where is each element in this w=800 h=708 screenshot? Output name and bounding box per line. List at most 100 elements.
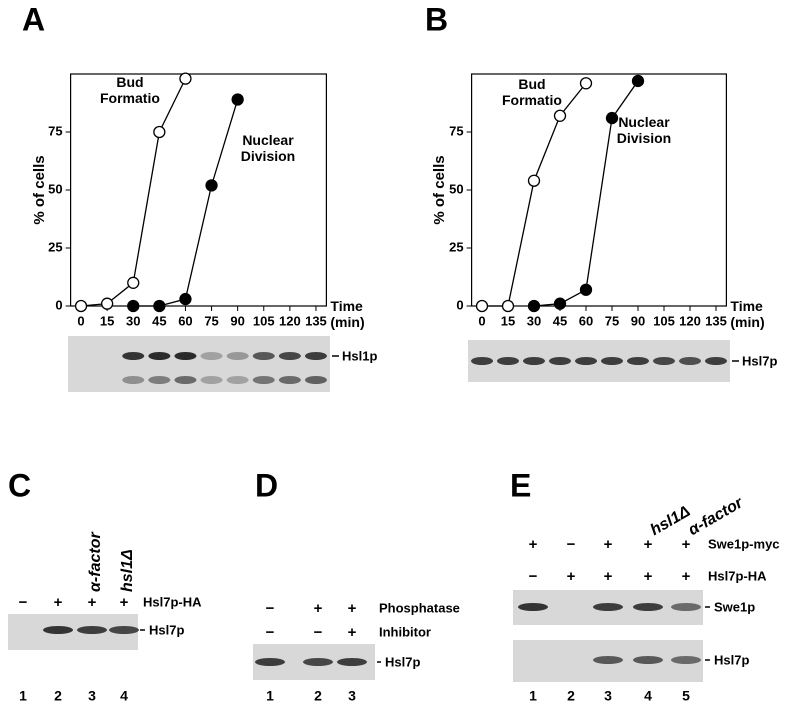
x-tick-label: 120 [679,313,701,328]
y-tick-label: 0 [55,297,62,312]
band [226,376,249,384]
treatment-sign: − [314,624,323,641]
series-label-box: Bud Formation [100,74,160,106]
treatment-sign: − [266,624,275,641]
band [278,352,301,360]
x-tick-label: 105 [253,313,275,328]
band-label: Hsl7p [714,652,749,667]
data-point [553,109,567,122]
lane-number: 1 [266,688,274,704]
band-label: Swe1p [714,599,755,614]
series-label-box: Nuclear Division [616,114,672,146]
lane-note: α-factor [87,532,104,592]
data-point [179,72,192,85]
band [671,603,701,611]
band [174,376,197,384]
band [653,357,675,365]
lane-number: 3 [604,688,612,704]
band [109,626,139,634]
y-tick-label: 25 [449,239,463,254]
series-label: Nuclear Division [616,114,672,146]
x-tick-label: 105 [653,313,675,328]
y-tick-label: 50 [449,181,463,196]
x-tick-label: 30 [126,313,140,328]
series-line [482,82,587,307]
treatment-label: Hsl7p-HA [143,594,202,609]
data-point [527,174,541,187]
band [122,376,145,384]
band [575,357,597,365]
data-point [553,297,567,310]
panel-letter: D [255,467,278,503]
band [633,656,663,664]
y-axis-label: % of cells [31,155,48,224]
x-tick-label: 90 [631,313,645,328]
band [148,376,171,384]
data-point [205,179,218,192]
lane-number: 4 [644,688,652,704]
band [252,376,275,384]
panel-letter: C [8,467,31,503]
band [337,658,367,666]
panel-letter: E [510,467,531,503]
band [226,352,249,360]
band [593,656,623,664]
treatment-sign: + [348,624,357,641]
band [593,603,623,611]
lane-number: 4 [120,688,128,704]
band [497,357,519,365]
x-tick-label: 135 [305,313,327,328]
x-tick-label: 90 [230,313,244,328]
band [671,656,701,664]
x-tick-label: 45 [553,313,567,328]
x-tick-label: 75 [204,313,218,328]
treatment-sign: + [529,536,538,553]
treatment-label: Hsl7p-HA [708,568,767,583]
x-tick-label: 0 [478,313,485,328]
lane-number: 3 [88,688,96,704]
treatment-sign: + [120,594,129,611]
band [523,357,545,365]
band [148,352,171,360]
series-label-box: Bud Formation [502,76,562,108]
band-label: Hsl7p [385,654,420,669]
lane-number: 2 [567,688,575,704]
band [627,357,649,365]
treatment-sign: + [88,594,97,611]
data-point [605,111,619,125]
band [278,376,301,384]
data-point [527,299,541,313]
lane-note: hsl1Δ [648,503,694,539]
treatment-label: Inhibitor [379,624,431,639]
treatment-sign: − [529,568,538,585]
series-label: Nuclear Division [240,132,296,164]
band [303,658,333,666]
band-label: Hsl7p [742,353,777,368]
x-axis-label-box: Time (min) [330,298,365,330]
lane-number: 5 [682,688,690,704]
band [43,626,73,634]
band [705,357,727,365]
x-axis-label: Time (min) [330,298,365,330]
treatment-sign: + [682,568,691,585]
x-tick-label: 135 [705,313,727,328]
band [518,603,548,611]
y-tick-label: 25 [48,239,62,254]
data-point [127,299,140,313]
data-point [579,283,593,296]
band [77,626,107,634]
y-tick-label: 75 [449,123,463,138]
data-point [179,292,192,306]
data-point [631,74,645,88]
band [471,357,493,365]
x-tick-label: 120 [279,313,301,328]
x-tick-label: 15 [501,313,515,328]
band [679,357,701,365]
treatment-label: Phosphatase [379,600,460,615]
band [304,376,327,384]
x-tick-label: 60 [178,313,192,328]
y-tick-label: 50 [48,181,62,196]
treatment-sign: + [644,568,653,585]
band [252,352,275,360]
